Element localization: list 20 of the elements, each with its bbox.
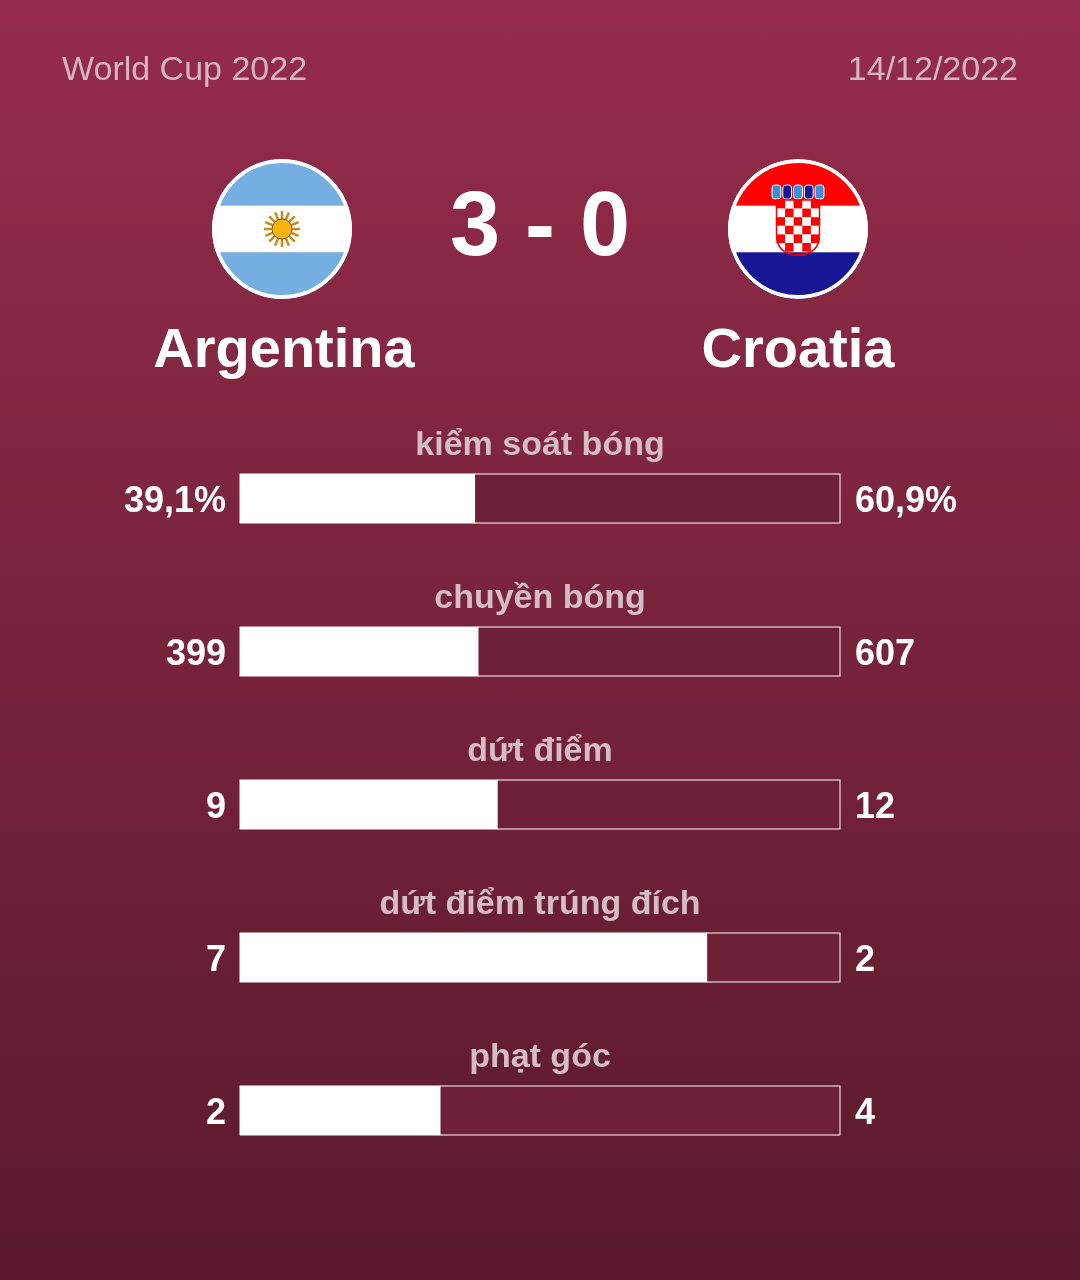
data-label: 60,9% [855,478,958,520]
data-label: 39,1% [123,478,226,520]
data-label: 12 [855,784,896,826]
data-label: 4 [855,1090,876,1132]
y-tick-label: kiểm soát bóng [415,424,665,462]
text: 3 - 0 [449,174,631,274]
chart-title: World Cup 2022 [62,49,308,87]
text: 14/12/2022 [847,49,1018,87]
data-label: 2 [205,1090,226,1132]
data-label: 9 [205,784,226,826]
data-label: 607 [855,631,916,673]
legend-label: Croatia [701,316,896,379]
y-tick-label: chuyền bóng [434,577,646,615]
data-label: 2 [855,937,876,979]
y-tick-label: phạt góc [469,1036,611,1074]
legend-label: Argentina [153,316,416,379]
data-label: 7 [205,937,226,979]
data-label: 399 [165,631,226,673]
y-tick-label: dứt điểm [467,730,613,768]
y-tick-label: dứt điểm trúng đích [379,883,701,921]
